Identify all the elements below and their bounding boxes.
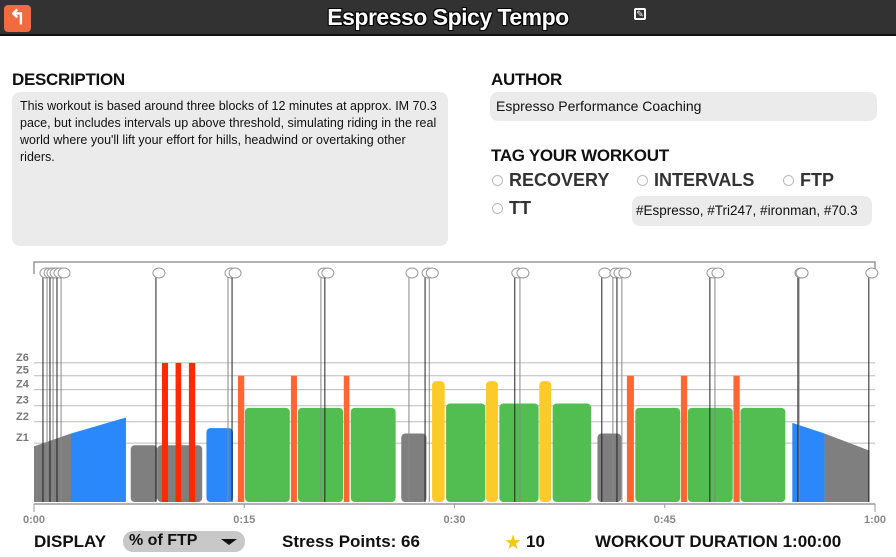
tag-tt[interactable]: TT bbox=[492, 198, 531, 219]
zone-label: Z5 bbox=[16, 365, 29, 377]
x-tick-label: 1:00 bbox=[864, 514, 886, 526]
chevron-down-icon bbox=[221, 539, 237, 545]
interval-bar-orange bbox=[733, 375, 740, 502]
tag-recovery[interactable]: RECOVERY bbox=[492, 170, 609, 191]
tag-intervals[interactable]: INTERVALS bbox=[637, 170, 754, 191]
text-event-bubble-icon[interactable] bbox=[618, 267, 632, 279]
display-dropdown[interactable]: % of FTP bbox=[123, 531, 245, 552]
display-value: % of FTP bbox=[129, 532, 198, 549]
text-event-bubble-icon[interactable] bbox=[711, 267, 725, 279]
text-event-bubble-icon[interactable] bbox=[425, 267, 439, 279]
interval-bar-red bbox=[188, 362, 196, 502]
interval-bar-orange bbox=[343, 375, 350, 502]
zone-label: Z4 bbox=[16, 379, 30, 391]
rating-value: 10 bbox=[526, 532, 545, 551]
text-event-bubble-icon[interactable] bbox=[598, 267, 612, 279]
interval-bar-red bbox=[175, 362, 182, 502]
text-event-bubble-icon[interactable] bbox=[516, 267, 530, 279]
interval-bar-gray bbox=[130, 445, 158, 502]
edit-icon[interactable]: ✎ bbox=[634, 8, 646, 20]
x-tick-label: 0:30 bbox=[443, 514, 465, 526]
text-event-bubble-icon[interactable] bbox=[152, 267, 166, 279]
ramp-blue bbox=[792, 422, 825, 502]
x-tick-label: 0:15 bbox=[233, 514, 255, 526]
radio-icon[interactable] bbox=[492, 203, 503, 214]
interval-bar-orange bbox=[237, 375, 245, 502]
interval-bar-green bbox=[350, 407, 396, 502]
x-tick-label: 0:00 bbox=[23, 514, 45, 526]
description-heading: DESCRIPTION bbox=[12, 70, 125, 89]
radio-icon[interactable] bbox=[783, 175, 794, 186]
interval-bar-green bbox=[740, 407, 786, 502]
zone-label: Z3 bbox=[16, 395, 29, 407]
tag-label: RECOVERY bbox=[509, 170, 610, 190]
tag-heading: TAG YOUR WORKOUT bbox=[491, 146, 669, 165]
title-bar: ↰ Espresso Spicy Tempo ✎ bbox=[0, 0, 896, 36]
interval-bar-green bbox=[635, 407, 681, 502]
ramp-gray bbox=[824, 433, 870, 502]
author-heading: AUTHOR bbox=[491, 70, 562, 89]
interval-bar-red bbox=[161, 362, 168, 502]
text-event-bubble-icon[interactable] bbox=[321, 267, 335, 279]
tag-label: FTP bbox=[800, 170, 834, 190]
interval-bar-orange bbox=[680, 375, 688, 502]
stress-points: Stress Points: 66 bbox=[282, 532, 420, 551]
radio-icon[interactable] bbox=[492, 175, 503, 186]
radio-icon[interactable] bbox=[637, 175, 648, 186]
description-textarea[interactable]: This workout is based around three block… bbox=[12, 92, 448, 246]
text-event-bubble-icon[interactable] bbox=[228, 267, 242, 279]
display-label: DISPLAY bbox=[34, 532, 107, 551]
tag-label: TT bbox=[509, 198, 531, 218]
interval-bar-orange bbox=[290, 375, 297, 502]
interval-bar-blue bbox=[206, 428, 234, 502]
text-event-bubble-icon[interactable] bbox=[795, 267, 809, 279]
zone-label: Z2 bbox=[16, 411, 29, 423]
x-tick-label: 0:45 bbox=[654, 514, 676, 526]
ramp-gray bbox=[34, 433, 72, 502]
zone-label: Z6 bbox=[16, 352, 29, 364]
back-arrow-icon[interactable]: ↰ bbox=[4, 5, 31, 32]
author-field[interactable]: Espresso Performance Coaching bbox=[490, 92, 877, 121]
text-event-bubble-icon[interactable] bbox=[865, 267, 879, 279]
workout-duration: WORKOUT DURATION 1:00:00 bbox=[595, 532, 842, 551]
tag-ftp[interactable]: FTP bbox=[783, 170, 834, 191]
workout-title: Espresso Spicy Tempo bbox=[327, 4, 569, 30]
star-icon: ★ bbox=[504, 532, 522, 554]
interval-bar-gray bbox=[597, 433, 622, 502]
interval-bar-gray bbox=[401, 433, 427, 502]
interval-bar-green bbox=[499, 403, 539, 502]
text-event-bubble-icon[interactable] bbox=[405, 267, 419, 279]
interval-bar-yellow bbox=[432, 381, 445, 502]
interval-bar-orange bbox=[626, 375, 634, 502]
interval-bar-green bbox=[446, 403, 486, 502]
tag-label: INTERVALS bbox=[654, 170, 755, 190]
interval-bar-yellow bbox=[539, 381, 552, 502]
zone-label: Z1 bbox=[16, 432, 29, 444]
interval-bar-green bbox=[552, 403, 592, 502]
text-event-bubble-icon[interactable] bbox=[57, 267, 71, 279]
interval-bar-green bbox=[244, 407, 290, 502]
interval-bar-yellow bbox=[486, 381, 498, 502]
tags-input[interactable]: #Espresso, #Tri247, #ironman, #70.3 bbox=[632, 196, 872, 226]
ramp-blue bbox=[71, 417, 126, 502]
chart-top-border bbox=[33, 261, 876, 274]
